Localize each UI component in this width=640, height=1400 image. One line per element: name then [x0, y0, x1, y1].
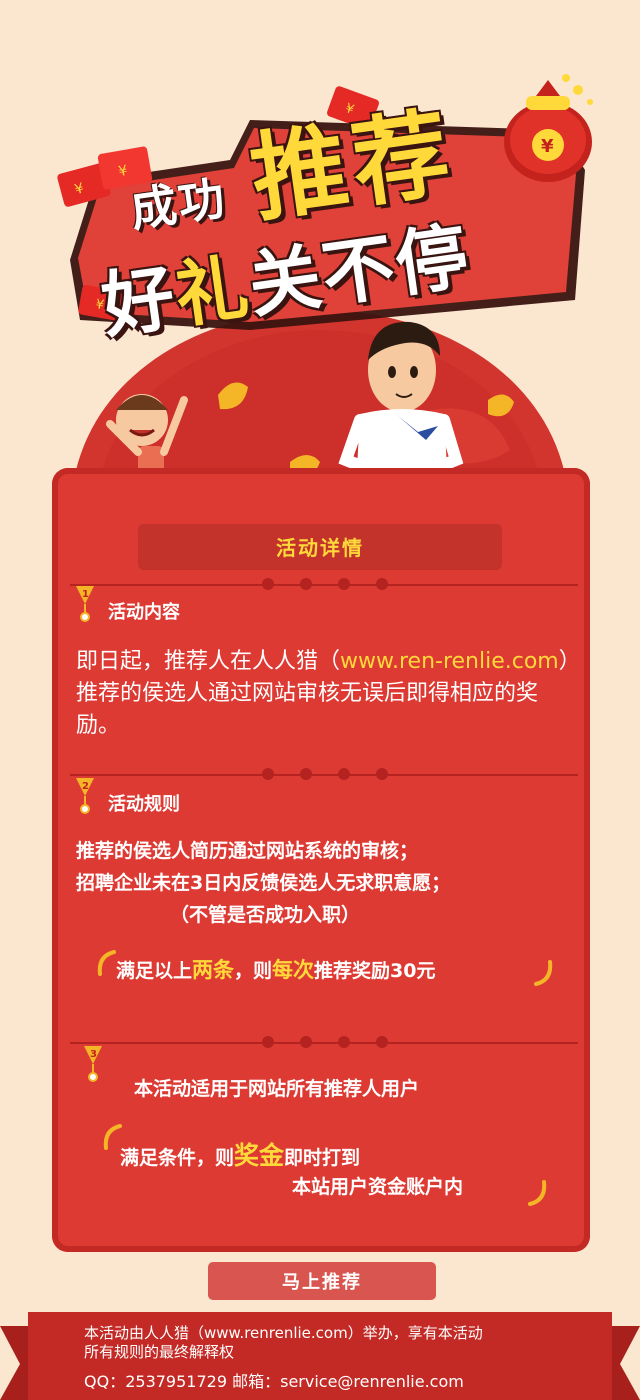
email-value[interactable]: service@renrenlie.com — [280, 1372, 464, 1391]
sweep-mark-icon — [528, 1180, 547, 1206]
svg-text:¥: ¥ — [94, 297, 105, 313]
divider-dots — [262, 578, 388, 590]
section-divider — [70, 584, 578, 586]
qq-label: QQ： — [84, 1372, 126, 1391]
section-2-title: 活动规则 — [108, 794, 180, 815]
payment-highlight-bonus: 奖金 — [234, 1141, 285, 1170]
section-2-marker-icon: 2 — [76, 778, 94, 814]
rule-note: （不管是否成功入职） — [170, 904, 361, 926]
divider-dots — [262, 1036, 388, 1048]
footer-contact: QQ：2537951729 邮箱：service@renrenlie.com — [84, 1368, 464, 1392]
red-envelope-icon: ¥ ¥ ¥ ¥ — [57, 86, 379, 321]
recommend-now-button[interactable]: 马上推荐 — [208, 1262, 436, 1300]
section-divider — [70, 1042, 578, 1044]
activity-panel — [52, 468, 590, 1252]
section-3-number: 3 — [90, 1049, 97, 1060]
reward-text-c: 推荐奖励30元 — [314, 960, 436, 982]
payment-text-b: 即时打到 — [284, 1147, 361, 1169]
footer-organizer-line2: 所有规则的最终解释权 — [84, 1343, 235, 1361]
hero-banner: ¥ ¥ ¥ ¥ ¥ — [0, 0, 640, 540]
section-1-body-b: ）推荐的侯选人通过网站审核无误后即得相应的奖励。 — [76, 649, 570, 738]
reward-text-b: ，则 — [234, 960, 273, 982]
section-1-body-a: 即日起，推荐人在人人猎（ — [76, 649, 341, 674]
hero-title-line2-a: 好 — [96, 254, 182, 349]
panel-header — [138, 524, 502, 570]
section-1-title: 活动内容 — [108, 602, 180, 623]
hero-title-line2-highlight: 礼 — [170, 244, 256, 338]
section-divider — [70, 774, 578, 776]
renrenlie-link[interactable]: www.ren-renlie.com — [340, 649, 559, 674]
qq-value: 2537951729 — [125, 1372, 227, 1391]
section-1-marker-icon: 1 — [76, 586, 94, 622]
reward-highlight-each: 每次 — [272, 958, 315, 982]
email-label: 邮箱： — [232, 1372, 281, 1391]
sweep-mark-icon — [103, 1124, 122, 1150]
money-bag-icon: ¥ — [504, 74, 593, 182]
svg-text:¥: ¥ — [73, 180, 86, 198]
rule-2: 招聘企业未在3日内反馈侯选人无求职意愿； — [76, 872, 451, 894]
section-3-scope: 本活动适用于网站所有推荐人用户 — [134, 1078, 420, 1100]
section-3-marker-icon: 3 — [84, 1046, 102, 1082]
sweep-mark-icon — [97, 950, 116, 976]
section-1-body: 即日起，推荐人在人人猎（www.ren-renlie.com）推荐的侯选人通过网… — [76, 646, 576, 742]
svg-text:¥: ¥ — [541, 136, 554, 157]
hero-illustration: ¥ ¥ ¥ ¥ ¥ — [57, 74, 593, 524]
rule-1: 推荐的侯选人简历通过网站系统的审核； — [76, 840, 419, 862]
divider-dots — [262, 768, 388, 780]
reward-text-a: 满足以上 — [116, 960, 193, 982]
footer-organizer-line1: 本活动由人人猎（www.renrenlie.com）举办，享有本活动 — [84, 1324, 483, 1342]
sweep-mark-icon — [534, 960, 553, 986]
section-1-number: 1 — [82, 589, 89, 600]
section-2-number: 2 — [82, 781, 89, 792]
payment-line2: 本站用户资金账户内 — [292, 1176, 464, 1198]
reward-statement: 满足以上两条，则每次推荐奖励30元 — [116, 954, 435, 984]
hero-title-line1: 成功 — [127, 170, 230, 238]
reward-highlight-two: 两条 — [192, 958, 235, 982]
svg-text:¥: ¥ — [117, 163, 129, 180]
payment-text-a: 满足条件，则 — [120, 1147, 235, 1169]
payment-statement: 满足条件，则奖金即时打到 — [120, 1136, 360, 1172]
footer-ribbon — [0, 1312, 640, 1400]
panel-title: 活动详情 — [276, 536, 364, 560]
